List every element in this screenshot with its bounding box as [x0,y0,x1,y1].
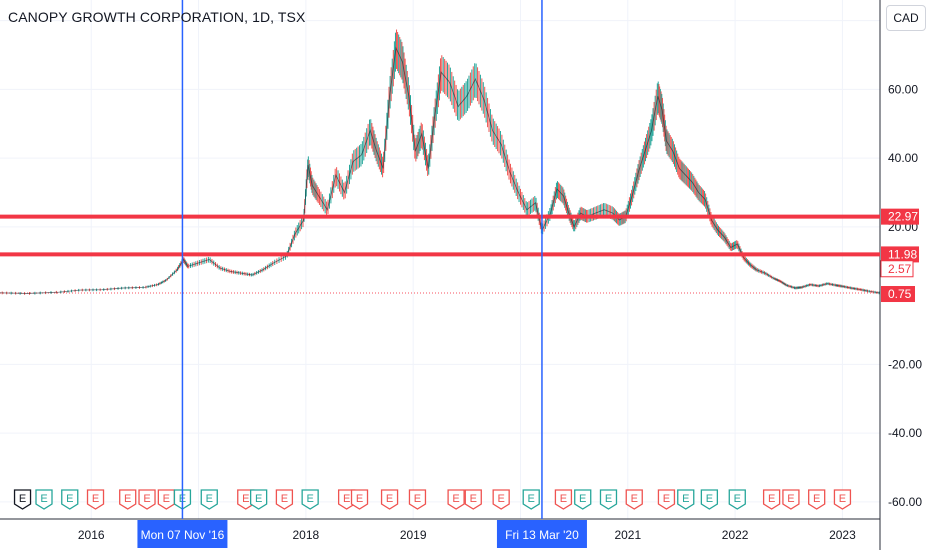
price-label: 2.57 [888,262,912,276]
earnings-marker[interactable]: E [574,489,592,510]
earnings-marker[interactable]: E [522,489,540,510]
earnings-marker[interactable]: E [554,489,573,510]
price-series [0,46,881,294]
earnings-marker[interactable]: E [249,489,268,510]
price-label-bg [881,246,919,263]
price-label: 0.75 [888,287,912,301]
y-tick-label: -60.00 [888,495,922,509]
earnings-marker[interactable]: E [700,489,719,510]
vertical-line-label: Fri 13 Mar '20 [505,528,579,542]
earnings-marker-label: E [682,493,689,505]
earnings-marker[interactable]: E [301,489,319,510]
vertical-line-label: Mon 07 Nov '16 [141,528,225,542]
earnings-marker[interactable]: E [119,489,137,510]
earnings-marker-label: E [631,493,638,505]
earnings-marker-label: E [143,493,150,505]
earnings-marker-label: E [497,493,504,505]
x-tick-label: 2018 [293,528,320,542]
earnings-marker-label: E [40,493,47,505]
earnings-marker-label: E [356,493,363,505]
earnings-marker[interactable]: E [447,489,465,510]
earnings-marker-label: E [281,493,288,505]
horizontal-line-label: 11.98 [888,247,917,261]
earnings-marker[interactable]: E [35,489,53,510]
earnings-marker-label: E [242,493,249,505]
earnings-marker[interactable]: E [833,489,852,510]
earnings-marker-label: E [605,493,612,505]
price-label-bg [881,286,915,303]
horizontal-line-label: 22.97 [888,210,918,224]
earnings-marker-label: E [839,493,846,505]
earnings-marker-label: E [787,493,794,505]
earnings-marker[interactable]: E [677,489,695,510]
price-label-bg [880,260,914,278]
y-tick-label: 60.00 [888,82,918,96]
earnings-marker-label: E [124,493,131,505]
y-tick-label: -40.00 [888,426,922,440]
date-label-bg [137,520,228,548]
earnings-marker[interactable]: E [138,489,156,510]
earnings-marker[interactable]: E [657,489,676,510]
earnings-marker[interactable]: E [380,489,399,510]
earnings-marker-label: E [768,493,775,505]
earnings-marker[interactable]: E [808,489,826,510]
earnings-marker-label: E [255,493,262,505]
earnings-marker-label: E [560,493,567,505]
earnings-marker-label: E [66,493,73,505]
x-tick-label: 2016 [78,528,105,542]
chart-title: CANOPY GROWTH CORPORATION, 1D, TSX [8,9,306,25]
earnings-marker-label: E [414,493,421,505]
x-tick-label: 2019 [400,528,427,542]
earnings-marker[interactable]: E [200,489,218,510]
price-label-bg [881,208,919,225]
earnings-marker[interactable]: E [13,489,32,510]
earnings-marker-label: E [528,493,535,505]
earnings-marker-label: E [92,493,99,505]
x-tick-label: 2021 [614,528,641,542]
earnings-marker-label: E [386,493,393,505]
earnings-marker[interactable]: E [61,489,79,510]
earnings-marker-label: E [306,493,313,505]
earnings-marker[interactable]: E [728,489,746,510]
earnings-marker-label: E [19,493,26,505]
earnings-marker-label: E [470,493,477,505]
earnings-marker[interactable]: E [275,489,294,510]
earnings-marker[interactable]: E [350,489,369,510]
earnings-marker[interactable]: E [492,489,510,510]
earnings-marker[interactable]: E [86,489,105,510]
x-tick-label: 2023 [829,528,856,542]
currency-button[interactable]: CAD [886,5,926,31]
y-tick-label: -20.00 [888,357,922,371]
earnings-marker[interactable]: E [782,489,800,510]
earnings-marker[interactable]: E [408,489,427,510]
earnings-marker-label: E [452,493,459,505]
earnings-marker-label: E [813,493,820,505]
earnings-marker[interactable]: E [157,489,175,510]
earnings-marker-label: E [734,493,741,505]
earnings-marker-label: E [579,493,586,505]
earnings-marker[interactable]: E [625,489,643,510]
x-tick-label: 2022 [722,528,749,542]
y-tick-label: 40.00 [888,151,918,165]
earnings-marker-label: E [706,493,713,505]
date-label-bg [496,520,587,548]
earnings-marker-label: E [163,493,170,505]
earnings-marker-label: E [343,493,350,505]
earnings-marker-label: E [663,493,670,505]
earnings-marker-label: E [206,493,213,505]
earnings-marker[interactable]: E [599,489,618,510]
earnings-marker[interactable]: E [762,489,781,510]
earnings-marker[interactable]: E [464,489,482,510]
